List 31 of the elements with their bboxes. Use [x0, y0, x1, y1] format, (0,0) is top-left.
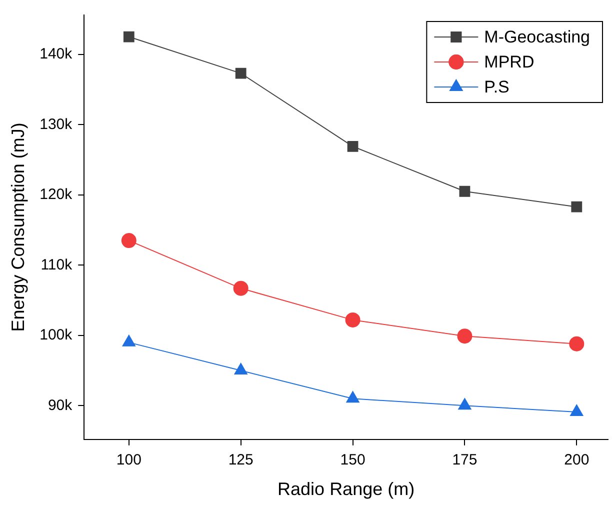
- x-tick-label: 150: [340, 452, 366, 469]
- point: [347, 140, 358, 152]
- x-tick-label: 125: [228, 452, 254, 469]
- point: [569, 336, 584, 352]
- point: [121, 233, 136, 248]
- x-tick-label: 175: [452, 452, 478, 469]
- point: [234, 363, 248, 375]
- point: [345, 312, 360, 328]
- x-tick-label: 100: [116, 452, 142, 469]
- point: [122, 334, 136, 346]
- point: [571, 201, 582, 212]
- y-tick-label: 140k: [40, 45, 73, 62]
- legend-label: MPRD: [484, 52, 534, 72]
- y-axis-title: Energy Consumption (mJ): [8, 122, 28, 332]
- y-tick-label: 110k: [40, 256, 73, 274]
- point: [233, 280, 248, 296]
- point: [458, 398, 472, 410]
- legend-label: P.S: [484, 78, 510, 97]
- point: [346, 391, 360, 403]
- x-axis-title: Radio Range (m): [278, 479, 415, 500]
- point: [457, 328, 472, 344]
- y-tick-label: 130k: [40, 116, 73, 133]
- y-tick-label: 90k: [48, 396, 73, 414]
- point: [123, 31, 134, 42]
- point: [459, 186, 470, 197]
- x-tick-label: 200: [564, 452, 590, 469]
- point: [570, 404, 584, 416]
- y-tick-label: 120k: [40, 186, 73, 204]
- y-tick-label: 100k: [40, 326, 73, 344]
- legend-label: M-Geocasting: [484, 28, 590, 47]
- point: [235, 68, 246, 79]
